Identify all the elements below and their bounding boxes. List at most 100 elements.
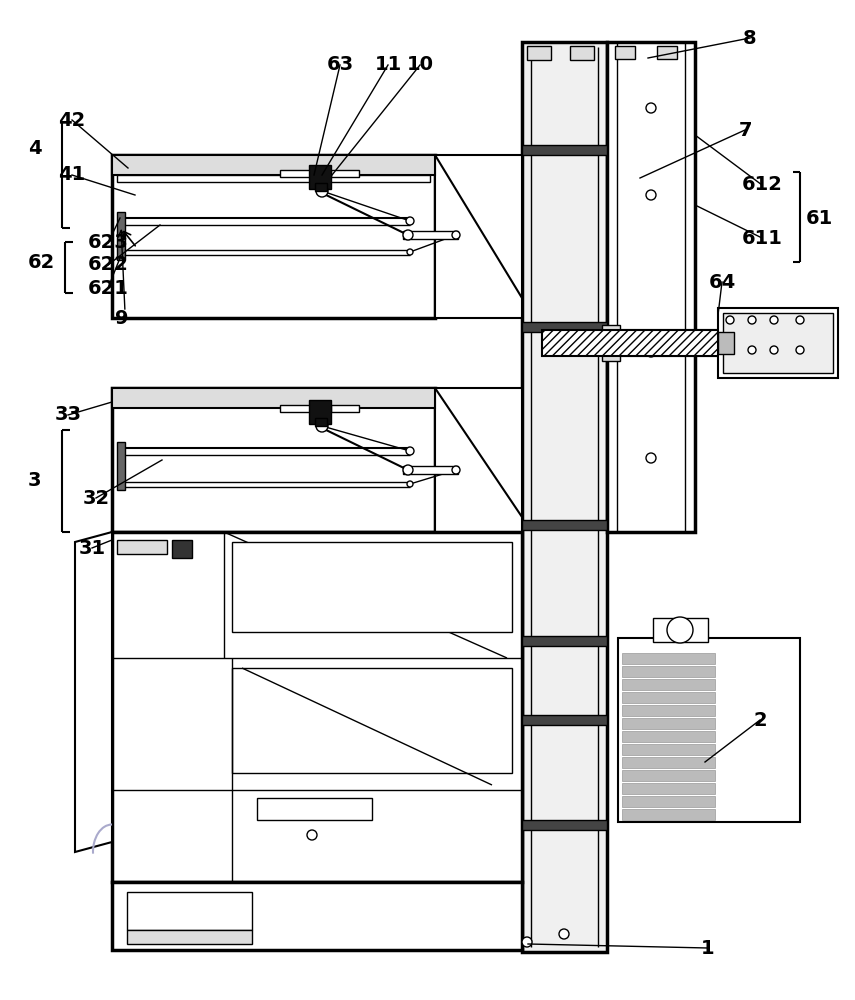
Text: 62: 62 (28, 252, 56, 271)
Bar (112, 388, 435, 408)
Text: 623: 623 (87, 233, 128, 252)
Circle shape (726, 316, 734, 324)
Text: 611: 611 (741, 229, 782, 247)
Bar (522, 820, 607, 830)
Bar (622, 809, 715, 820)
Bar (331, 170, 359, 177)
Bar (622, 692, 715, 703)
Circle shape (406, 447, 414, 455)
Text: 621: 621 (87, 278, 128, 298)
Circle shape (646, 453, 656, 463)
Bar (607, 42, 695, 532)
Bar (280, 170, 310, 177)
Text: 622: 622 (87, 255, 128, 274)
Bar (622, 796, 715, 807)
Bar (622, 653, 715, 664)
Bar (112, 155, 435, 318)
Bar (522, 520, 607, 530)
Bar (718, 308, 838, 378)
Circle shape (403, 465, 413, 475)
Circle shape (559, 929, 569, 939)
Bar (542, 330, 728, 356)
Bar (615, 46, 635, 59)
Bar (403, 231, 458, 239)
Circle shape (452, 231, 460, 239)
Bar (718, 332, 734, 354)
Bar (435, 388, 522, 532)
Bar (618, 638, 800, 822)
Text: 7: 7 (738, 120, 752, 139)
Text: 42: 42 (58, 110, 86, 129)
Bar (112, 388, 435, 532)
Circle shape (770, 346, 778, 354)
Bar (522, 715, 607, 725)
Bar (127, 892, 252, 930)
Circle shape (316, 185, 328, 197)
Circle shape (407, 481, 413, 487)
Bar (315, 183, 327, 191)
Bar (622, 731, 715, 742)
Bar (232, 668, 512, 773)
Circle shape (796, 316, 804, 324)
Circle shape (770, 316, 778, 324)
Text: 61: 61 (806, 209, 834, 228)
Bar (622, 770, 715, 781)
Circle shape (796, 346, 804, 354)
Text: 63: 63 (327, 55, 354, 75)
Text: 33: 33 (55, 406, 81, 424)
Circle shape (646, 103, 656, 113)
Bar (622, 783, 715, 794)
Circle shape (646, 190, 656, 200)
Circle shape (407, 249, 413, 255)
Bar (315, 418, 327, 426)
Text: 64: 64 (709, 272, 735, 292)
Bar (309, 400, 331, 424)
Bar (522, 322, 607, 332)
Bar (522, 145, 607, 155)
Circle shape (452, 466, 460, 474)
Circle shape (748, 316, 756, 324)
Bar (117, 175, 430, 182)
Bar (331, 405, 359, 412)
Text: 1: 1 (701, 938, 715, 958)
Circle shape (726, 346, 734, 354)
Bar (435, 155, 522, 318)
Text: 612: 612 (741, 176, 782, 194)
Text: 3: 3 (28, 471, 42, 489)
Bar (622, 744, 715, 755)
Bar (723, 313, 833, 373)
Bar (622, 666, 715, 677)
Text: 9: 9 (115, 308, 128, 328)
Bar (117, 212, 125, 260)
Circle shape (316, 420, 328, 432)
Text: 2: 2 (753, 710, 767, 730)
Bar (522, 42, 607, 952)
Polygon shape (75, 532, 112, 852)
Circle shape (522, 937, 532, 947)
Text: 4: 4 (28, 138, 42, 157)
Bar (403, 466, 458, 474)
Circle shape (748, 346, 756, 354)
Bar (602, 325, 620, 361)
Bar (257, 798, 372, 820)
Circle shape (667, 617, 693, 643)
Bar (117, 540, 167, 554)
Bar (117, 442, 125, 490)
Bar (653, 618, 708, 642)
Text: 32: 32 (82, 488, 109, 508)
Bar (622, 757, 715, 768)
Bar (280, 405, 310, 412)
Bar (622, 718, 715, 729)
Bar (527, 46, 551, 60)
Bar (172, 540, 192, 558)
Circle shape (403, 230, 413, 240)
Bar (622, 705, 715, 716)
Text: 11: 11 (374, 55, 402, 75)
Bar (112, 155, 435, 175)
Text: 31: 31 (79, 538, 105, 558)
Bar (232, 542, 512, 632)
Circle shape (406, 217, 414, 225)
Text: 10: 10 (406, 55, 433, 75)
Circle shape (646, 347, 656, 357)
Bar (309, 165, 331, 189)
